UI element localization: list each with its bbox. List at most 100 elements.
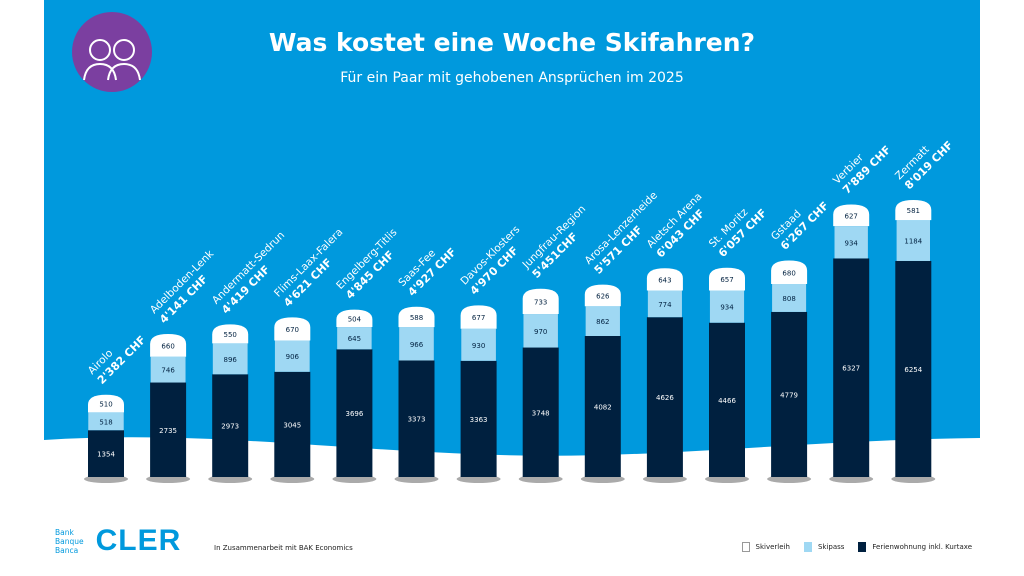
- data-label: 3373: [408, 416, 426, 424]
- bar-segment-skiverleih: [522, 288, 559, 315]
- data-label: 627: [845, 212, 858, 220]
- data-label: 3045: [283, 421, 301, 429]
- bar-segment-ferienwohnung: [398, 360, 435, 477]
- bar-segment-skiverleih: [646, 268, 683, 291]
- bar-segment-ferienwohnung: [150, 382, 187, 477]
- bar-segment-ferienwohnung: [771, 311, 808, 477]
- bar-segment-skipass: [709, 290, 745, 323]
- logo-text: Banca: [55, 545, 79, 555]
- data-label: 3363: [470, 416, 488, 424]
- bar-segment-skipass: [647, 290, 682, 318]
- page-subtitle: Für ein Paar mit gehobenen Ansprüchen im…: [340, 70, 684, 86]
- bar-segment-skipass: [337, 327, 372, 350]
- bar-segment-skipass: [834, 226, 868, 259]
- data-label: 930: [472, 342, 485, 350]
- bar-segment-ferienwohnung: [522, 347, 559, 477]
- data-label: 774: [658, 301, 672, 309]
- data-label: 746: [161, 367, 175, 375]
- bar-segment-ferienwohnung: [646, 317, 683, 477]
- page-title: Was kostet eine Woche Skifahren?: [268, 28, 756, 57]
- bar-segment-skiverleih: [212, 324, 249, 344]
- bar-segment-ferienwohnung: [88, 430, 124, 477]
- data-label: 733: [534, 298, 547, 306]
- bar-segment-skiverleih: [709, 267, 745, 291]
- bar-segment-ferienwohnung: [709, 322, 745, 477]
- bar-segment-skipass: [772, 284, 807, 312]
- data-label: 2735: [159, 427, 177, 435]
- data-label: 626: [596, 292, 610, 300]
- legend-swatch: [858, 542, 867, 552]
- data-label: 1354: [97, 451, 115, 459]
- data-label: 906: [286, 353, 300, 361]
- bar-segment-skiverleih: [833, 204, 870, 227]
- bar-segment-ferienwohnung: [336, 349, 373, 477]
- legend-item-ferienwohnung: Ferienwohnung inkl. Kurtaxe: [858, 542, 972, 552]
- bar-segment-skiverleih: [895, 200, 932, 221]
- person-head: [113, 39, 135, 61]
- bank-cler-logo: Bank Banque Banca CLER: [55, 524, 181, 558]
- data-label: 581: [907, 207, 920, 215]
- legend-label: Skipass: [817, 543, 845, 551]
- legend-swatch: [741, 542, 750, 552]
- bar-segment-skiverleih: [88, 394, 124, 413]
- data-label: 3696: [345, 410, 363, 418]
- partner-note: In Zusammenarbeit mit BAK Economics: [214, 544, 353, 552]
- data-label: 510: [99, 401, 112, 409]
- data-label: 643: [658, 276, 671, 284]
- data-label: 6254: [904, 366, 922, 374]
- data-label: 504: [348, 315, 362, 323]
- bar-segment-skipass: [461, 328, 496, 361]
- bar-segment-skipass: [523, 314, 558, 348]
- data-label: 6327: [842, 365, 860, 373]
- data-label: 4082: [594, 403, 612, 411]
- bar-segment-ferienwohnung: [460, 360, 497, 477]
- data-label: 645: [348, 335, 361, 343]
- data-label: 3748: [532, 409, 550, 417]
- data-label: 4779: [780, 391, 798, 399]
- bar-segment-skiverleih: [150, 333, 187, 357]
- bar-segment-skipass: [399, 327, 434, 361]
- data-label: 4626: [656, 394, 674, 402]
- data-label: 4466: [718, 397, 736, 405]
- bar-segment-skipass: [274, 340, 310, 372]
- bar-segment-skipass: [585, 306, 620, 336]
- person-body: [83, 62, 141, 81]
- data-label: 1184: [904, 238, 922, 246]
- bar-segment-skiverleih: [771, 260, 808, 285]
- bar-segment-skiverleih: [274, 317, 311, 341]
- data-label: 934: [845, 239, 859, 247]
- bar-segment-skipass: [212, 343, 248, 375]
- legend-label: Skiverleih: [755, 543, 790, 551]
- bar-segment-skiverleih: [584, 284, 621, 307]
- person-head: [89, 39, 111, 61]
- bar-segment-skiverleih: [336, 309, 373, 328]
- legend-swatch: [803, 542, 812, 552]
- bar-segment-skipass: [88, 412, 124, 431]
- bar-segment-ferienwohnung: [274, 371, 311, 477]
- data-label: 970: [534, 328, 547, 336]
- bar-segment-ferienwohnung: [833, 258, 870, 477]
- legend: Skiverleih Skipass Ferienwohnung inkl. K…: [728, 542, 972, 552]
- logo-text: Banque: [55, 536, 84, 546]
- bar-segment-skiverleih: [460, 305, 497, 329]
- legend-label: Ferienwohnung inkl. Kurtaxe: [872, 543, 972, 551]
- bar-segment-ferienwohnung: [895, 260, 932, 477]
- logo-wordmark: CLER: [95, 524, 182, 557]
- couple-icon: [72, 12, 152, 92]
- icon-circle: [72, 12, 152, 92]
- data-label: 588: [410, 314, 423, 322]
- legend-item-skipass: Skipass: [803, 542, 845, 552]
- data-label: 680: [782, 269, 795, 277]
- bar-segment-skipass: [896, 220, 931, 261]
- data-label: 660: [161, 342, 174, 350]
- data-label: 518: [99, 418, 112, 426]
- data-label: 934: [720, 304, 734, 312]
- legend-item-skiverleih: Skiverleih: [741, 542, 790, 552]
- data-label: 670: [286, 326, 299, 334]
- data-label: 2973: [221, 423, 239, 431]
- sky-background: [44, 0, 980, 470]
- logo-text: Bank: [55, 527, 74, 537]
- bar-segment-skiverleih: [398, 306, 435, 328]
- data-label: 677: [472, 314, 485, 322]
- bar-segment-ferienwohnung: [584, 335, 621, 477]
